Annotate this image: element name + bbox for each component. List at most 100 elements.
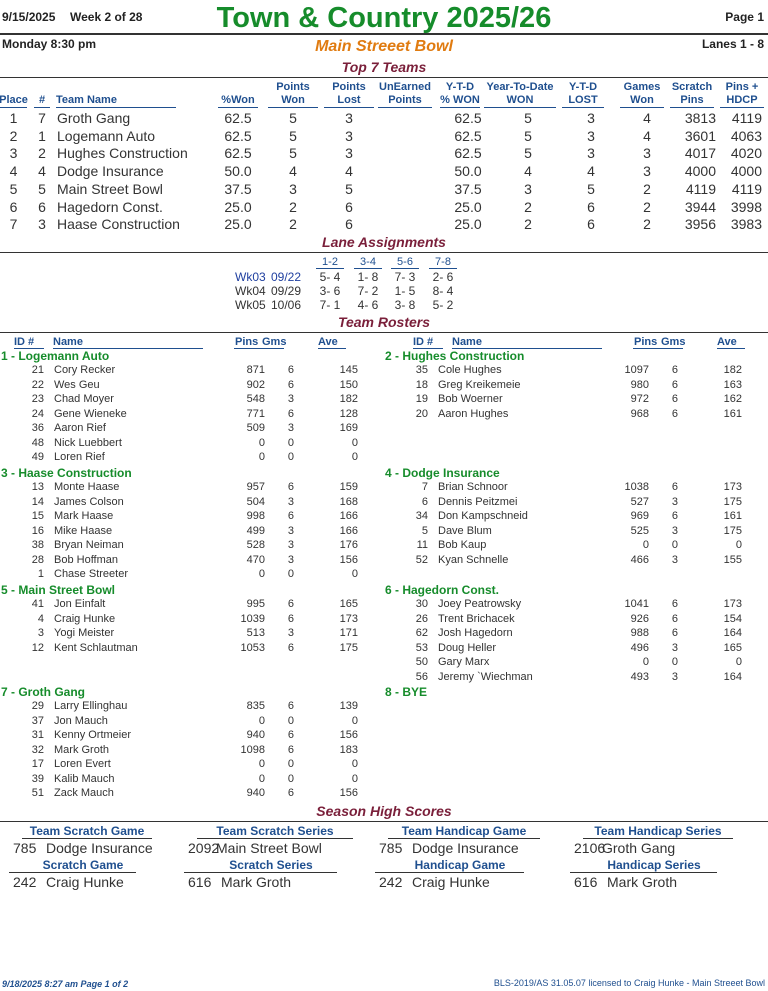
player-average: 165 bbox=[339, 598, 358, 610]
standings-cell-ytdl: 3 bbox=[587, 145, 595, 162]
player-games: 0 bbox=[287, 436, 294, 449]
standings-cell-ytdw: 4 bbox=[524, 163, 532, 180]
roster-team-name: 1 - Logemann Auto bbox=[1, 349, 110, 363]
standings-cell-num: 2 bbox=[38, 145, 46, 162]
player-id: 7 bbox=[421, 481, 428, 493]
standings-cell-ytdw: 2 bbox=[524, 198, 532, 215]
player-id: 56 bbox=[415, 670, 428, 683]
player-id: 22 bbox=[31, 378, 44, 391]
player-average: 0 bbox=[351, 714, 358, 727]
standings-cell-num: 3 bbox=[38, 216, 46, 233]
player-average: 164 bbox=[723, 670, 742, 683]
player-pins: 969 bbox=[630, 510, 649, 522]
roster-team-name: 8 - BYE bbox=[385, 685, 428, 699]
player-average: 155 bbox=[723, 553, 742, 566]
player-games: 6 bbox=[671, 378, 678, 391]
standings-cell-pct: 62.5 bbox=[224, 145, 252, 162]
high-score-label: Team Handicap Game bbox=[388, 824, 540, 839]
player-games: 0 bbox=[287, 758, 294, 770]
lane-week: Wk03 bbox=[235, 270, 266, 284]
standings-cell-gw: 3 bbox=[643, 163, 651, 180]
player-average: 176 bbox=[339, 539, 358, 551]
player-id: 19 bbox=[415, 393, 428, 405]
roster-header-pins: Pins bbox=[634, 336, 658, 348]
standings-cell-ytdw: 3 bbox=[524, 180, 532, 197]
standings-cell-scr: 3601 bbox=[684, 127, 716, 144]
player-id: 38 bbox=[31, 539, 44, 551]
header-rule bbox=[0, 33, 768, 35]
player-id: 4 bbox=[37, 612, 44, 625]
lane-pair-header: 7-8 bbox=[429, 256, 457, 269]
player-name: Bob Hoffman bbox=[54, 553, 119, 566]
player-average: 161 bbox=[723, 510, 742, 522]
player-id: 1 bbox=[37, 568, 44, 580]
player-name: Jon Mauch bbox=[54, 714, 108, 727]
standings-cell-ytdpct: 50.0 bbox=[454, 163, 482, 180]
player-id: 23 bbox=[31, 393, 44, 405]
standings-cell-pl: 3 bbox=[345, 127, 353, 144]
standings-cell-gw: 4 bbox=[643, 110, 651, 126]
player-average: 0 bbox=[351, 451, 358, 463]
standings-cell-pl: 6 bbox=[345, 198, 353, 215]
player-name: Loren Evert bbox=[54, 758, 111, 770]
standings-cell-hdcp: 4063 bbox=[730, 127, 762, 144]
player-average: 168 bbox=[339, 495, 358, 508]
player-games: 3 bbox=[287, 495, 294, 508]
player-name: Kalib Mauch bbox=[54, 772, 115, 785]
player-average: 0 bbox=[351, 772, 358, 785]
standings-cell-ytdw: 5 bbox=[524, 145, 532, 162]
lane-matchup: 7- 3 bbox=[394, 270, 416, 284]
high-score-holder: Craig Hunke bbox=[46, 874, 124, 890]
player-pins: 980 bbox=[630, 378, 649, 391]
player-average: 145 bbox=[339, 364, 358, 376]
roster-team-name: 6 - Hagedorn Const. bbox=[385, 583, 500, 597]
label-underline bbox=[184, 872, 336, 873]
player-name: Yogi Meister bbox=[54, 627, 115, 639]
player-name: Aaron Rief bbox=[54, 422, 106, 434]
player-games: 3 bbox=[287, 627, 294, 639]
player-games: 6 bbox=[287, 787, 294, 799]
label-underline bbox=[375, 872, 523, 873]
player-name: Trent Brichacek bbox=[438, 612, 515, 625]
standings-cell-pct: 25.0 bbox=[224, 216, 252, 233]
standings-cell-pl: 6 bbox=[345, 216, 353, 233]
standings-cell-pw: 2 bbox=[289, 198, 297, 215]
player-games: 0 bbox=[287, 772, 294, 785]
high-score-label: Scratch Series bbox=[205, 858, 337, 873]
lane-matchup: 7- 1 bbox=[319, 298, 341, 312]
standings-cell-ytdl: 3 bbox=[587, 127, 595, 144]
lane-assignments-title: Lane Assignments bbox=[322, 234, 446, 250]
standings-cell-hdcp: 4000 bbox=[730, 163, 762, 180]
high-score-label: Team Scratch Series bbox=[197, 824, 353, 839]
standings-cell-num: 5 bbox=[38, 180, 46, 197]
player-id: 26 bbox=[415, 612, 428, 625]
column-header: %Won bbox=[218, 80, 258, 108]
standings-cell-scr: 4119 bbox=[685, 180, 716, 197]
player-games: 6 bbox=[671, 510, 678, 522]
player-games: 6 bbox=[287, 612, 294, 625]
player-name: Greg Kreikemeie bbox=[438, 378, 521, 391]
player-games: 6 bbox=[671, 481, 678, 493]
roster-header-name: Name bbox=[53, 336, 203, 349]
standings-cell-scr: 3956 bbox=[684, 216, 716, 233]
lane-matchup: 4- 6 bbox=[357, 298, 379, 312]
player-average: 175 bbox=[723, 524, 742, 537]
player-pins: 995 bbox=[246, 598, 265, 610]
standings-cell-pw: 4 bbox=[289, 163, 297, 180]
high-score-value: 242 bbox=[379, 874, 403, 890]
player-pins: 496 bbox=[630, 641, 649, 654]
player-id: 28 bbox=[31, 553, 44, 566]
column-header: Points Won bbox=[268, 80, 318, 108]
player-id: 15 bbox=[31, 510, 44, 522]
player-name: Kent Schlautman bbox=[54, 641, 138, 654]
player-pins: 509 bbox=[246, 422, 265, 434]
label-underline bbox=[9, 872, 135, 873]
high-score-holder: Dodge Insurance bbox=[46, 840, 153, 856]
column-header: # bbox=[34, 80, 50, 108]
standings-cell-name: Groth Gang bbox=[57, 110, 131, 126]
player-games: 3 bbox=[671, 524, 678, 537]
player-pins: 0 bbox=[258, 436, 265, 449]
player-games: 3 bbox=[287, 539, 294, 551]
standings-cell-scr: 4017 bbox=[684, 145, 716, 162]
footer-timestamp: 9/18/2025 8:27 am Page 1 of 2 bbox=[2, 979, 129, 989]
